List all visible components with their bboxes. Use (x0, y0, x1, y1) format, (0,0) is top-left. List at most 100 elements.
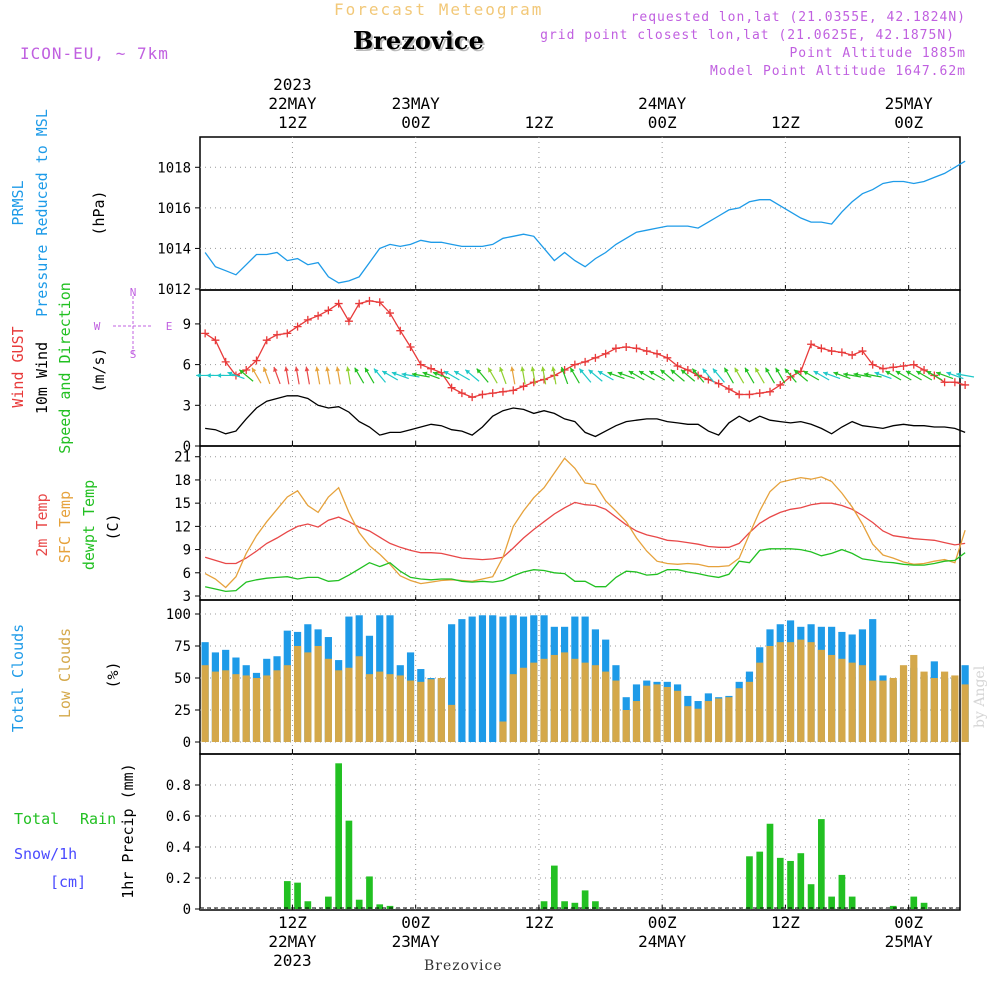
wind-arrowhead (853, 372, 859, 378)
precip-total-rain-bar (889, 905, 897, 909)
clouds-total-clouds-bar (458, 619, 466, 742)
temp-sfc-temp-line (204, 457, 966, 589)
panel-clouds (195, 599, 969, 755)
bottom-time-label: 12Z (771, 913, 800, 932)
precip-total-rain-bar (335, 763, 342, 909)
wind-arrowhead (443, 370, 449, 376)
precip-ytick-label: 0.4 (166, 840, 191, 856)
clouds-low-clouds-bar (581, 662, 589, 742)
top-time-label: 00Z (894, 113, 923, 132)
clouds-low-clouds-bar (252, 678, 261, 742)
label-wind-gust: Wind GUST (9, 326, 27, 407)
clouds-low-clouds-bar (417, 681, 425, 742)
clouds-low-clouds-bar (283, 665, 291, 742)
wind-wind-gust-marker (601, 349, 610, 358)
clouds-low-clouds-bar (211, 671, 219, 742)
wind-wind-gust-marker (273, 330, 282, 339)
wind-wind-gust-marker (201, 329, 210, 338)
precip-total-rain-bar (294, 882, 301, 909)
wind-wind-gust-marker (848, 351, 857, 360)
clouds-low-clouds-bar (396, 675, 404, 742)
clouds-low-clouds-bar (222, 670, 230, 742)
wind-wind-gust-marker (396, 326, 405, 335)
temp-ytick-label: 6 (183, 566, 191, 582)
clouds-frame (199, 599, 961, 755)
wind-arrowhead (813, 370, 819, 376)
requested-coords: requested lon,lat (21.0355E, 42.1824N) (630, 10, 966, 25)
clouds-low-clouds-bar (293, 646, 302, 742)
top-time-label: 23MAY (392, 94, 441, 113)
clouds-low-clouds-bar (304, 652, 312, 742)
wind-wind-gust-marker (344, 317, 353, 326)
wind-arrowhead (607, 371, 613, 377)
wind-wind-gust-marker (488, 389, 497, 398)
wind-arrowhead (570, 367, 575, 373)
wind-arrowhead (803, 370, 809, 376)
label-low-clouds: Low Clouds (56, 628, 74, 718)
clouds-low-clouds-bar (663, 686, 671, 742)
temp-2m-temp-line (204, 501, 966, 565)
precip-total-rain-bar (756, 851, 764, 909)
clouds-low-clouds-bar (704, 701, 712, 742)
clouds-low-clouds-bar (324, 658, 332, 742)
wind-wind-gust-marker (724, 385, 733, 394)
precip-total-rain-bar (818, 819, 825, 909)
clouds-low-clouds-bar (643, 685, 651, 742)
pressure-ytick-label: 1012 (157, 282, 191, 298)
clouds-low-clouds-bar (612, 680, 620, 742)
wind-wind-gust-marker (283, 329, 292, 338)
precip-total-rain-bar (848, 896, 856, 909)
wind-arrowhead (432, 371, 438, 377)
wind-arrowhead (454, 370, 460, 376)
wind-wind-gust-marker (242, 366, 251, 375)
clouds-low-clouds-bar (345, 667, 353, 742)
clouds-low-clouds-bar (725, 697, 733, 742)
wind-wind-gust-marker (478, 390, 487, 399)
wind-arrowhead (638, 370, 644, 376)
label-dewpt-temp: dewpt Temp (80, 480, 98, 570)
clouds-low-clouds-bar (766, 646, 774, 742)
wind-ytick-label: 6 (183, 358, 191, 374)
top-time-label: 00Z (648, 113, 677, 132)
precip-total-rain-bar (787, 860, 794, 909)
clouds-low-clouds-bar (314, 646, 322, 742)
wind-arrowhead (364, 367, 370, 373)
wind-arrowhead (314, 366, 320, 372)
wind-wind-gust-marker (519, 382, 528, 391)
grid-point-coords: grid point closest lon,lat (21.0625E, 42… (540, 28, 955, 43)
label-total-clouds: Total Clouds (9, 624, 27, 732)
meteogram-title: Forecast Meteogram (334, 0, 544, 19)
wind-arrowhead (520, 366, 526, 372)
wind-arrowhead (373, 368, 379, 374)
wind-wind-gust-marker (591, 353, 600, 362)
wind-arrowhead (905, 370, 911, 376)
wind-wind-gust-marker (858, 347, 867, 356)
wind-wind-gust-marker (252, 356, 261, 365)
wind-arrowhead (354, 367, 359, 373)
precip-total-rain-bar (561, 901, 568, 909)
pressure-ytick-label: 1018 (157, 160, 191, 176)
clouds-low-clouds-bar (920, 671, 928, 742)
clouds-low-clouds-bar (509, 674, 517, 742)
footer-station: Brezovice (424, 958, 503, 974)
wind-arrowhead (401, 372, 407, 378)
wind-wind-gust-marker (468, 393, 477, 402)
wind-arrowhead (712, 368, 718, 374)
wind-wind-gust-marker (303, 315, 312, 324)
wind-arrowhead (335, 366, 341, 372)
wind-wind-gust-marker (529, 378, 538, 387)
wind-arrowhead (916, 370, 922, 376)
bottom-time-label: 00Z (648, 913, 677, 932)
top-time-label: 24MAY (638, 94, 687, 113)
wind-wind-gust-marker (889, 363, 898, 372)
station-name: Brezovice (353, 26, 484, 55)
pressure-frame (199, 136, 961, 291)
bottom-time-label: 12Z (278, 913, 307, 932)
panel-temp (195, 445, 966, 601)
wind-wind-gust-marker (498, 387, 507, 396)
label-total: Total (14, 810, 59, 828)
wind-wind-gust-marker (632, 344, 641, 353)
precip-total-rain-bar (910, 896, 918, 909)
wind-wind-gust-marker (837, 348, 846, 357)
wind-arrowhead (196, 373, 201, 378)
